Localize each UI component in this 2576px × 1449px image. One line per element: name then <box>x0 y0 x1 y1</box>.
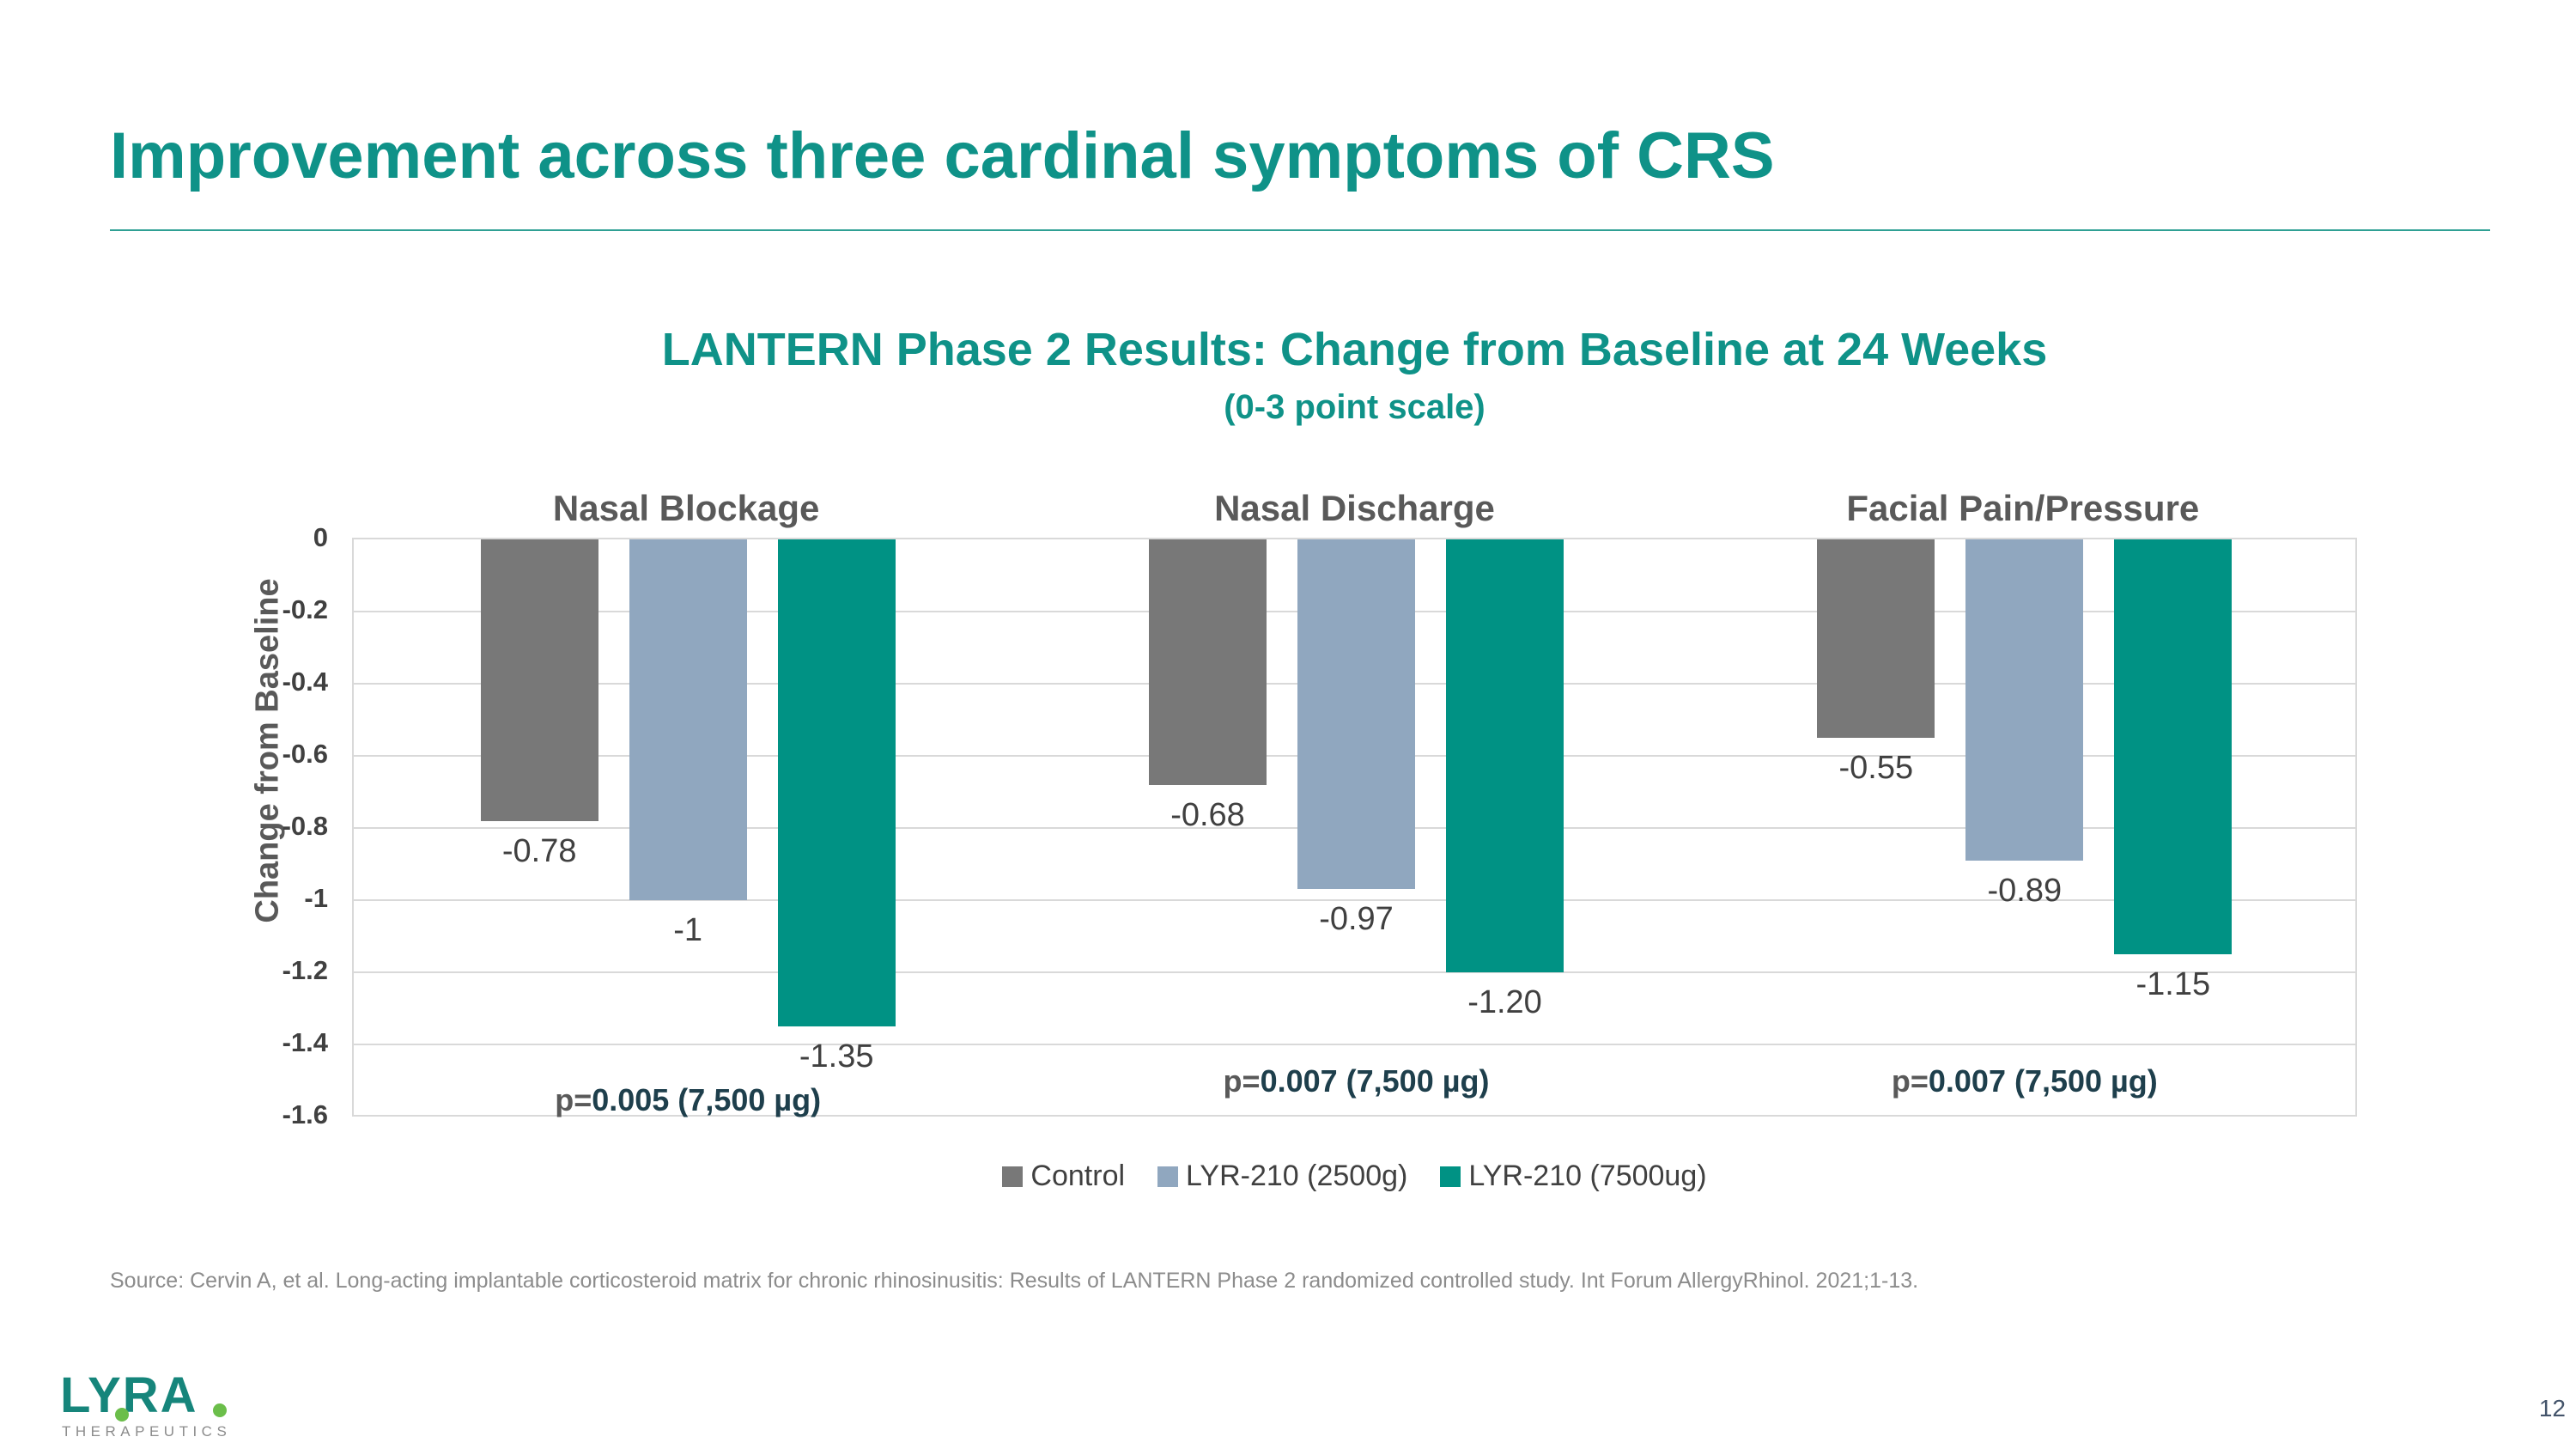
bar-lyr-210-2500g- <box>1965 539 2084 861</box>
chart-legend: Control LYR-210 (2500g) LYR-210 (7500ug) <box>352 1160 2357 1193</box>
gridline <box>354 971 2355 973</box>
y-axis-tick-label: -1.6 <box>282 1099 328 1129</box>
bar-value-label: -0.78 <box>501 832 577 869</box>
p-value-text: 0.005 (7,500 µg) <box>592 1082 822 1117</box>
legend-swatch <box>1440 1166 1461 1187</box>
logo-dot-icon <box>115 1408 129 1422</box>
y-axis-tick-label: -1 <box>304 883 328 913</box>
y-axis-tick-label: 0 <box>313 522 328 552</box>
gridline <box>354 899 2355 901</box>
plot-area: -0.78 -0.68 -0.55 -1 -0.97 -0.89 -1.35 -1.20 -1.… <box>352 538 2357 1117</box>
logo-tagline: THERAPEUTICS <box>62 1423 231 1440</box>
source-note: Source: Cervin A, et al. Long-acting imp… <box>110 1269 1919 1293</box>
bar-value-label: -0.97 <box>1319 901 1394 938</box>
p-value-prefix: p= <box>1223 1063 1261 1099</box>
legend-swatch <box>1157 1166 1179 1187</box>
bar-control <box>480 539 598 821</box>
legend-label: LYR-210 (7500ug) <box>1468 1160 1707 1192</box>
logo-dot-icon <box>213 1403 227 1417</box>
bar-lyr-210-2500g- <box>1297 539 1415 890</box>
legend-swatch <box>1002 1166 1024 1187</box>
legend-label: LYR-210 (2500g) <box>1186 1160 1408 1192</box>
p-value-annotation: p=0.007 (7,500 µg) <box>1082 1063 1631 1099</box>
bar-value-label: -1.35 <box>799 1038 874 1075</box>
panel-title: Nasal Discharge <box>1214 488 1495 528</box>
p-value-annotation: p=0.007 (7,500 µg) <box>1750 1063 2300 1099</box>
p-value-text: 0.007 (7,500 µg) <box>1260 1063 1490 1099</box>
bar-lyr-210-7500ug- <box>2114 539 2233 954</box>
bar-control <box>1817 539 1935 738</box>
bar-value-label: -0.68 <box>1170 796 1245 833</box>
legend-label: Control <box>1030 1160 1126 1192</box>
y-axis-tick-label: -1.2 <box>282 955 328 985</box>
bar-lyr-210-2500g- <box>629 539 747 900</box>
gridline <box>354 1044 2355 1045</box>
legend-item: Control <box>1002 1160 1125 1193</box>
y-axis-tick-label: -1.4 <box>282 1027 328 1057</box>
p-value-annotation: p=0.005 (7,500 µg) <box>413 1082 963 1118</box>
bar-value-label: -0.55 <box>1838 750 1914 786</box>
bar-lyr-210-7500ug- <box>777 539 896 1026</box>
panel-title: Nasal Blockage <box>552 488 820 528</box>
chart-subtitle: (0-3 point scale) <box>1224 388 1485 426</box>
p-value-text: 0.007 (7,500 µg) <box>1928 1063 2158 1099</box>
bar-value-label: -1 <box>673 912 703 948</box>
p-value-prefix: p= <box>1891 1063 1929 1099</box>
lyra-logo: LYRA THERAPEUTICS <box>60 1367 231 1440</box>
p-value-prefix: p= <box>555 1082 592 1117</box>
bar-lyr-210-7500ug- <box>1446 539 1564 972</box>
y-axis-tick-label: -0.6 <box>282 739 328 769</box>
bar-control <box>1149 539 1267 785</box>
panel-title: Facial Pain/Pressure <box>1846 488 2200 528</box>
logo-wordmark: LYRA <box>60 1367 198 1423</box>
legend-item: LYR-210 (7500ug) <box>1440 1160 1707 1193</box>
bar-value-label: -1.20 <box>1467 984 1542 1020</box>
y-axis-tick-label: -0.4 <box>282 667 328 697</box>
legend-item: LYR-210 (2500g) <box>1157 1160 1407 1193</box>
bar-value-label: -0.89 <box>1987 872 2063 909</box>
y-axis-tick-label: -0.8 <box>282 811 328 841</box>
bar-value-label: -1.15 <box>2136 966 2211 1002</box>
chart-title: LANTERN Phase 2 Results: Change from Bas… <box>661 324 2048 375</box>
y-axis-tick-label: -0.2 <box>282 594 328 624</box>
title-divider <box>110 229 2490 231</box>
slide-title: Improvement across three cardinal sympto… <box>110 119 1775 192</box>
page-number: 12 <box>2538 1395 2566 1422</box>
